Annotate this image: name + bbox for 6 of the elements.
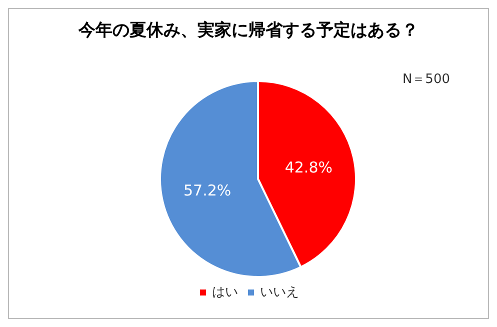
data-label: 42.8% — [284, 158, 333, 176]
legend-label: いいえ — [260, 285, 299, 300]
text: N＝500 — [402, 72, 450, 87]
data-label: 57.2% — [183, 182, 232, 200]
legend-label: はい — [212, 285, 238, 300]
chart-title: 今年の夏休み、実家に帰省する予定はある？ — [78, 20, 418, 40]
